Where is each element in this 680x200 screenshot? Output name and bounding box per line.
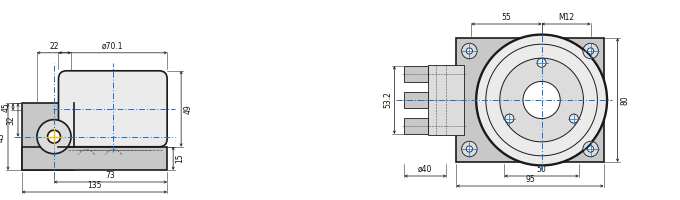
Bar (405, 118, 428, 134)
Circle shape (462, 141, 477, 157)
Circle shape (500, 58, 583, 142)
Text: 22: 22 (49, 42, 58, 51)
Circle shape (466, 146, 473, 152)
Circle shape (462, 43, 477, 59)
Text: ø70.1: ø70.1 (102, 42, 124, 51)
Text: 45: 45 (1, 102, 10, 112)
Text: 50: 50 (537, 165, 547, 174)
Text: M12: M12 (558, 13, 574, 22)
Bar (456, 38, 604, 162)
Bar (405, 66, 428, 82)
Circle shape (583, 43, 598, 59)
Circle shape (588, 146, 594, 152)
Circle shape (466, 48, 473, 54)
Text: 95: 95 (525, 175, 535, 184)
Circle shape (588, 48, 594, 54)
Text: 32: 32 (7, 115, 16, 125)
Circle shape (523, 81, 560, 119)
Bar (428, 65, 464, 135)
Circle shape (37, 120, 71, 154)
Text: 73: 73 (105, 171, 116, 180)
FancyBboxPatch shape (58, 71, 167, 147)
Circle shape (569, 114, 579, 123)
Circle shape (537, 58, 546, 67)
Circle shape (48, 130, 61, 143)
Bar (405, 92, 428, 108)
Text: 15: 15 (175, 154, 185, 163)
Circle shape (583, 141, 598, 157)
Text: 49: 49 (184, 104, 192, 114)
Text: 43: 43 (0, 132, 5, 142)
Text: ø40: ø40 (418, 165, 432, 174)
Circle shape (486, 44, 598, 156)
Circle shape (477, 35, 607, 165)
Text: 55: 55 (502, 13, 511, 22)
Circle shape (505, 114, 514, 123)
Text: 80: 80 (620, 95, 629, 105)
Text: 135: 135 (87, 181, 102, 190)
Text: 53.2: 53.2 (383, 92, 392, 108)
Bar (22, 103, 74, 170)
Bar (22, 147, 167, 170)
